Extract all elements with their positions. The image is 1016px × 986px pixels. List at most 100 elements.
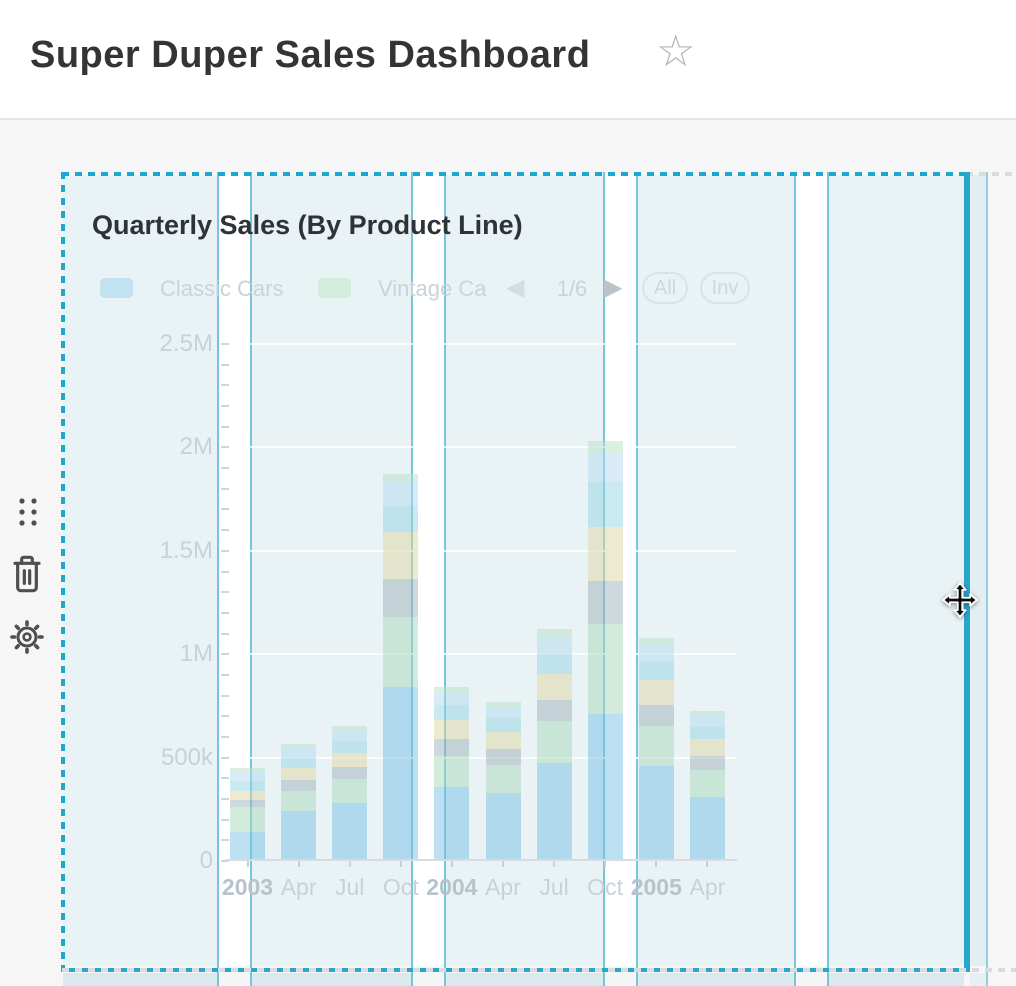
bar-segment (536, 654, 572, 674)
bar-segment (485, 792, 521, 859)
drag-handle-icon (19, 498, 37, 526)
x-axis-label: Oct (587, 874, 624, 900)
legend-label-vintage-cars[interactable]: Vintage Ca (378, 276, 487, 301)
stacked-bar-Jul-2[interactable] (332, 726, 368, 859)
bar-segment (230, 780, 265, 791)
y-axis-label: 2.5M (159, 330, 213, 357)
bar-segment (638, 661, 674, 681)
y-axis-tick (221, 735, 229, 738)
stacked-bar-2004-4[interactable] (434, 687, 470, 859)
x-axis-tick (246, 861, 249, 867)
y-axis-label: 2M (179, 433, 213, 461)
y-axis-tick (221, 405, 229, 407)
y-axis-tick (221, 549, 229, 552)
bar-segment (689, 715, 725, 727)
x-axis-label: Apr (689, 874, 726, 900)
widget-delete-button[interactable] (11, 554, 43, 599)
grid-gutter-below (218, 973, 252, 986)
bar-segment (638, 680, 674, 705)
legend-next-icon[interactable]: ▶ (604, 274, 623, 301)
bar-segment (281, 757, 317, 769)
bar-segment (332, 803, 368, 859)
legend-swatch-vintage-cars[interactable] (318, 278, 351, 298)
stacked-bar-2005-8[interactable] (638, 637, 674, 859)
bar-segment (332, 726, 368, 731)
stacked-bar-2003-0[interactable] (230, 768, 265, 859)
bar-segment (383, 531, 419, 579)
x-axis-tick (655, 861, 658, 867)
y-axis-tick (221, 611, 229, 614)
bar-segment (383, 474, 419, 482)
bar-segment (689, 710, 725, 716)
selection-border-top (62, 172, 966, 176)
bar-segment (638, 637, 674, 646)
bar-segment (434, 719, 470, 740)
stacked-bar-Oct-3[interactable] (383, 474, 419, 859)
bar-segment (281, 744, 317, 749)
bar-segment (434, 705, 470, 720)
grid-column (829, 175, 964, 966)
gridline (226, 653, 737, 656)
legend-prev-icon[interactable]: ◀ (506, 274, 525, 301)
bar-segment (281, 790, 317, 812)
bar-segment (383, 481, 419, 506)
bar-segment (689, 755, 725, 771)
bar-segment (230, 790, 265, 801)
y-axis-tick (221, 694, 229, 697)
bar-segment (332, 767, 368, 780)
legend-invert-button[interactable]: Inv (700, 272, 750, 304)
widget-settings-button[interactable] (9, 616, 45, 663)
y-axis-label: 0 (199, 847, 213, 874)
x-axis-label: Jul (539, 874, 569, 900)
selection-border-right-handle[interactable] (964, 172, 970, 972)
grid-guide-line (794, 172, 796, 986)
legend-swatch-classic-cars[interactable] (100, 278, 133, 298)
selection-border-left[interactable] (61, 172, 65, 972)
x-axis-line (225, 859, 737, 861)
bar-segment (485, 707, 521, 719)
bar-segment (383, 616, 419, 687)
stacked-bar-Apr-1[interactable] (281, 744, 317, 859)
dashboard-header: Super Duper Sales Dashboard ☆ (0, 0, 1016, 120)
grid-guide-line (444, 172, 446, 986)
stacked-bar-Oct-7[interactable] (587, 441, 623, 859)
x-axis-label: Apr (280, 874, 317, 900)
bar-segment (332, 752, 368, 768)
gear-icon (10, 620, 44, 654)
x-axis-tick (297, 861, 300, 867)
ghost-border-bottom (62, 968, 1016, 972)
grid-guide-line (250, 172, 252, 986)
gridline (226, 756, 737, 759)
bar-segment (485, 731, 521, 750)
trash-icon (13, 555, 41, 593)
stacked-bar-Jul-6[interactable] (536, 629, 572, 859)
grid-gutter-below (412, 973, 446, 986)
bar-segment (587, 454, 623, 482)
bar-segment (332, 741, 368, 753)
bar-segment (536, 699, 572, 722)
bar-segment (485, 749, 521, 765)
bar-segment (434, 786, 470, 859)
bar-segment (587, 481, 623, 527)
legend-label-classic-cars[interactable]: Classic Cars (160, 276, 284, 301)
ghost-border-top (966, 172, 1016, 176)
x-axis-label: Oct (382, 874, 419, 900)
legend-select-all-button[interactable]: All (642, 272, 688, 304)
favorite-star-icon[interactable]: ☆ (656, 27, 696, 76)
y-axis-label: 500k (160, 743, 213, 771)
y-axis-tick (221, 508, 229, 511)
move-cursor-icon (942, 582, 978, 623)
y-axis-tick (221, 487, 229, 490)
x-axis-tick (706, 861, 709, 867)
bar-segment (536, 629, 572, 637)
stacked-bar-Apr-5[interactable] (485, 702, 521, 859)
bar-segment (536, 721, 572, 763)
y-axis-tick (221, 839, 229, 842)
y-axis-tick (221, 446, 229, 449)
bar-segment (689, 770, 725, 797)
grid-guide-line (986, 172, 988, 986)
bar-segment (383, 505, 419, 532)
bar-segment (485, 718, 521, 732)
stacked-bar-Apr-9[interactable] (689, 710, 725, 859)
widget-drag-handle[interactable] (16, 496, 42, 533)
